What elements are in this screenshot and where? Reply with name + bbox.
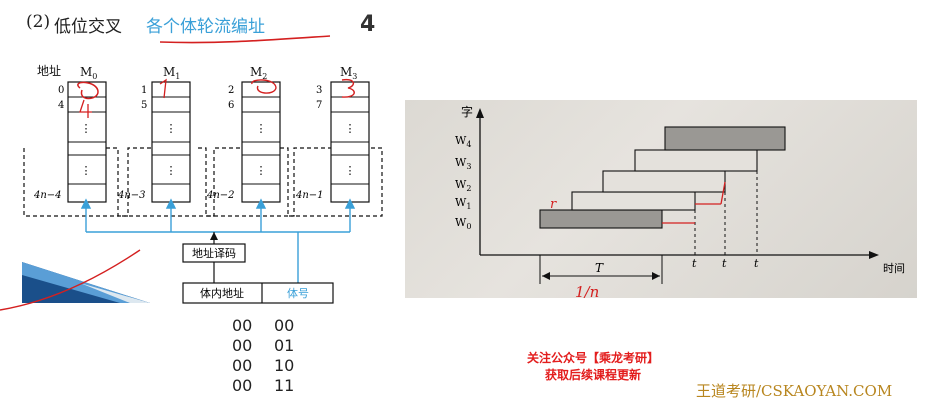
section-subtitle: 各个体轮流编址	[146, 17, 265, 37]
svg-text:⋮: ⋮	[166, 122, 177, 135]
promo-line-1: 关注公众号【乘龙考研】	[526, 351, 659, 365]
addr-1: 1	[141, 85, 147, 96]
t-label: t	[754, 257, 759, 270]
module-m2: M2 ⋮ ⋮ 2 6 4n−2	[206, 65, 281, 203]
memory-diagram: 地址 M0 ⋮ ⋮ 0 4 4n−4 M1 ⋮ ⋮ 1 5 4n−3 M2	[0, 35, 383, 311]
svg-text:⋮: ⋮	[345, 122, 356, 135]
section-title: 低位交叉	[54, 17, 122, 37]
pen-circle-0	[77, 81, 99, 100]
bar-w2	[602, 170, 726, 193]
svg-text:⋮: ⋮	[256, 122, 267, 135]
bar-w1	[571, 191, 696, 211]
addr-4: 4	[58, 100, 64, 111]
pen-stroke-long	[0, 249, 141, 311]
svg-text:⋮: ⋮	[81, 164, 92, 177]
addr-6: 6	[228, 100, 234, 111]
row-label-w4: W4	[455, 134, 471, 149]
addr-7: 7	[316, 100, 322, 111]
module-label: M0	[80, 65, 97, 81]
svg-text:⋮: ⋮	[345, 164, 356, 177]
page-number: 4	[360, 12, 376, 37]
watermark: 王道考研/CSKAOYAN.COM	[696, 382, 893, 400]
module-number-label: 体号	[287, 286, 309, 300]
module-label: M2	[250, 65, 267, 81]
row-label-w1: W1	[455, 196, 471, 211]
address-register	[182, 282, 334, 304]
timing-photo: 字 时间 W4 W3 W2 W1 W0 t t t T	[405, 100, 917, 301]
svg-text:⋮: ⋮	[166, 164, 177, 177]
pen-mark-3	[341, 78, 355, 98]
svg-text:⋮: ⋮	[256, 164, 267, 177]
y-axis-label: 字	[461, 104, 473, 119]
access-bars	[539, 126, 786, 229]
t-label: t	[722, 257, 727, 270]
pen-mark-1	[159, 78, 167, 99]
addr-last: 4n−3	[117, 190, 146, 201]
pen-mark-r: r	[550, 197, 557, 212]
addr-2: 2	[228, 85, 234, 96]
addr-0: 0	[58, 85, 64, 96]
dashed-links	[23, 147, 383, 217]
addr-last: 4n−1	[295, 190, 324, 201]
address-header: 地址	[37, 64, 61, 78]
code-row: 00 01	[232, 336, 295, 355]
bar-w4	[664, 126, 786, 151]
bar-w0	[539, 209, 663, 229]
module-label: M3	[340, 65, 357, 81]
module-m3: M3 ⋮ ⋮ 3 7 4n−1	[295, 65, 370, 203]
addr-5: 5	[141, 100, 147, 111]
select-lines	[80, 198, 356, 283]
code-row: 00 10	[232, 356, 295, 375]
row-label-w3: W3	[455, 156, 471, 171]
svg-text:地址译码: 地址译码	[192, 246, 236, 260]
module-label: M1	[163, 65, 180, 81]
row-label-w2: W2	[455, 178, 471, 193]
x-axis-label: 时间	[883, 262, 905, 275]
addr-3: 3	[316, 85, 322, 96]
module-m1: M1 ⋮ ⋮ 1 5 4n−3	[117, 65, 191, 203]
pen-mark-4	[79, 99, 92, 118]
module-number-codes: 00 00 00 01 00 10 00 11	[232, 316, 352, 396]
pen-lines	[662, 181, 726, 224]
pen-circle-2	[251, 79, 277, 94]
bar-w3	[634, 149, 758, 172]
promo-line-2: 获取后续课程更新	[544, 368, 641, 382]
addr-last: 4n−4	[33, 190, 62, 201]
t-label: t	[692, 257, 697, 270]
pen-underline	[159, 35, 331, 44]
promo-text: 关注公众号【乘龙考研】 获取后续课程更新	[508, 350, 678, 384]
code-row: 00 11	[232, 376, 295, 395]
svg-text:⋮: ⋮	[81, 122, 92, 135]
timing-diagram: 字 时间 W4 W3 W2 W1 W0 t t t T	[455, 104, 905, 301]
addr-last: 4n−2	[206, 190, 235, 201]
pen-period-note: 1/n	[575, 283, 599, 298]
code-row: 00 00	[232, 316, 295, 335]
inner-address-label: 体内地址	[200, 286, 244, 300]
section-number: (2)	[26, 12, 51, 32]
period-label: T	[595, 261, 604, 275]
row-label-w0: W0	[455, 216, 471, 231]
